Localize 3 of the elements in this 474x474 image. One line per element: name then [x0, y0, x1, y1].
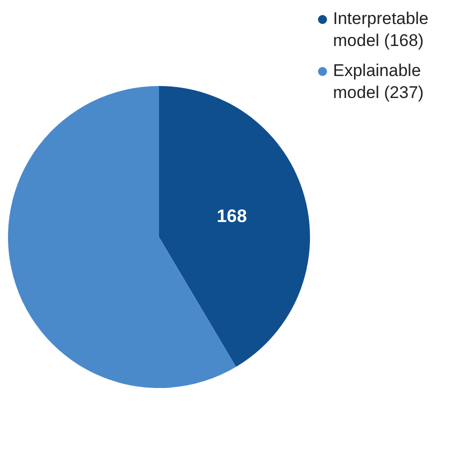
- legend-label: Interpretable model (168): [333, 8, 430, 52]
- legend-label: Explainable model (237): [333, 60, 425, 104]
- data-label: 168: [216, 206, 247, 226]
